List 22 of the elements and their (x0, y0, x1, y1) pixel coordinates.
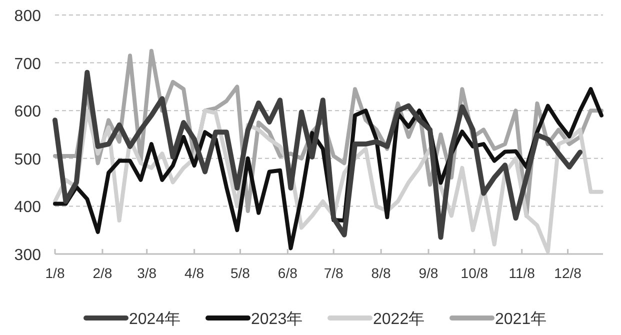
x-tick-label: 9/8 (418, 265, 438, 281)
x-tick-label: 4/8 (184, 265, 204, 281)
x-tick-label: 10/8 (460, 265, 488, 281)
y-tick-label: 800 (14, 8, 42, 25)
y-tick-label: 400 (14, 199, 42, 216)
x-tick-label: 7/8 (324, 265, 344, 281)
x-tick-label: 8/8 (371, 265, 391, 281)
y-tick-label: 700 (14, 56, 42, 73)
legend-label: 2023年 (251, 311, 303, 328)
x-tick-label: 12/8 (554, 265, 582, 281)
x-tick-label: 1/8 (45, 265, 65, 281)
legend-label: 2021年 (495, 311, 547, 328)
legend-label: 2024年 (129, 311, 181, 328)
y-tick-label: 300 (14, 247, 42, 264)
x-tick-label: 5/8 (230, 265, 250, 281)
y-tick-label: 600 (14, 104, 42, 121)
x-tick-label: 6/8 (278, 265, 298, 281)
x-tick-label: 11/8 (508, 265, 536, 281)
x-tick-label: 2/8 (92, 265, 112, 281)
legend-label: 2022年 (373, 311, 425, 328)
y-tick-label: 500 (14, 151, 42, 168)
x-tick-label: 3/8 (137, 265, 157, 281)
